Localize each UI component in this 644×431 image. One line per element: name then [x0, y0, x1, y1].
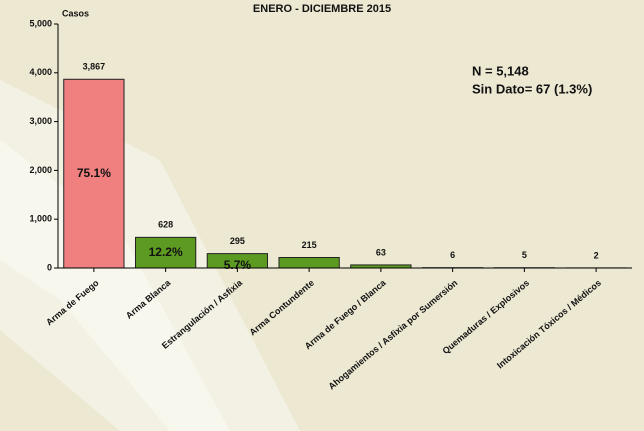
bar: [63, 78, 125, 269]
y-tick-label: 0: [47, 262, 52, 272]
annotation: Sin Dato= 67 (1.3%): [472, 81, 592, 96]
y-tick-label: 4,000: [29, 67, 52, 77]
percent-label: 5.7%: [224, 258, 252, 272]
y-tick-label: 5,000: [29, 18, 52, 28]
value-label: 2: [594, 250, 599, 260]
chart-title: ENERO - DICIEMBRE 2015: [253, 3, 391, 15]
percent-label: 12.2%: [149, 245, 183, 259]
y-tick-label: 3,000: [29, 116, 52, 126]
value-label: 6: [450, 250, 455, 260]
value-label: 215: [302, 240, 317, 250]
bar: [134, 236, 197, 269]
bar: [278, 257, 340, 269]
value-label: 63: [376, 247, 386, 257]
y-tick-label: 2,000: [29, 165, 52, 175]
value-label: 5: [522, 250, 527, 260]
y-axis-label: Casos: [62, 8, 89, 18]
value-label: 3,867: [83, 62, 106, 72]
y-tick-label: 1,000: [29, 214, 52, 224]
value-label: 628: [158, 220, 173, 230]
percent-label: 75.1%: [77, 166, 111, 180]
value-label: 295: [230, 236, 245, 246]
annotation: N = 5,148: [472, 63, 529, 78]
